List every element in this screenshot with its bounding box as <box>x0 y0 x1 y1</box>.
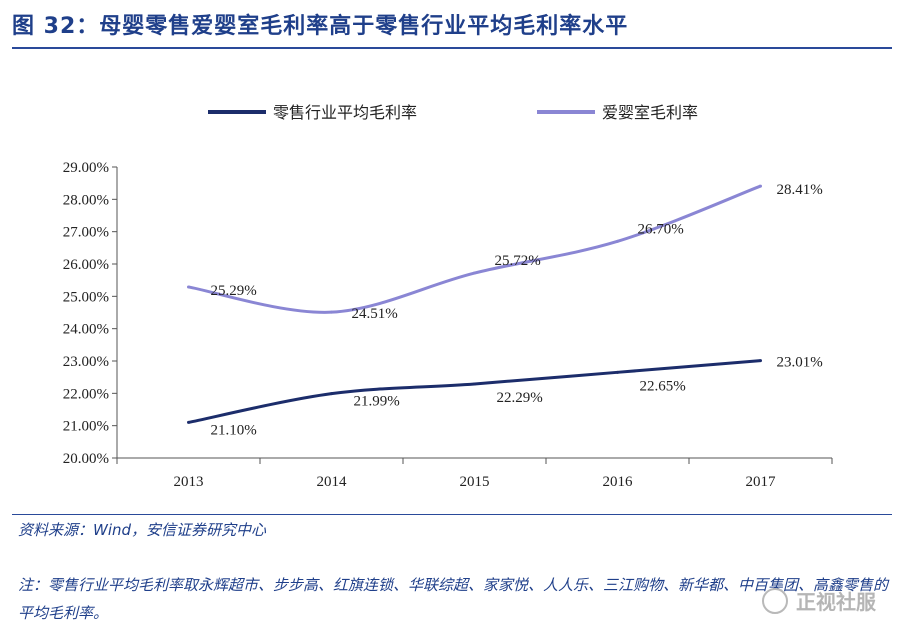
data-label: 23.01% <box>777 355 823 371</box>
data-label: 24.51% <box>352 306 398 322</box>
series-2-point <box>616 239 619 243</box>
source-text: 资料来源：Wind，安信证券研究中心 <box>18 521 267 539</box>
series-1-point <box>473 382 476 386</box>
legend-label: 爱婴室毛利率 <box>602 103 698 122</box>
series-1-point <box>187 420 190 424</box>
watermark-text: 正视社服 <box>796 590 876 614</box>
series-2-point <box>759 184 762 188</box>
figure-title: 图 32：母婴零售爱婴室毛利率高于零售行业平均毛利率水平 <box>12 14 629 39</box>
x-tick-label: 2017 <box>746 474 777 490</box>
y-tick-label: 27.00% <box>63 225 109 241</box>
y-tick-label: 22.00% <box>63 386 109 402</box>
series-2-point <box>187 285 190 289</box>
y-tick-label: 21.00% <box>63 419 109 435</box>
series-1-point <box>330 392 333 396</box>
data-label: 22.29% <box>497 390 543 406</box>
x-tick-label: 2014 <box>317 474 348 490</box>
title-divider <box>12 47 892 49</box>
x-tick-label: 2016 <box>603 474 634 490</box>
data-label: 25.29% <box>211 283 257 299</box>
legend-label: 零售行业平均毛利率 <box>273 103 417 122</box>
series-line-2 <box>188 184 762 314</box>
series-2-point <box>330 310 333 314</box>
source-divider <box>12 514 892 515</box>
data-label: 22.65% <box>640 378 686 394</box>
y-tick-label: 24.00% <box>63 322 109 338</box>
wechat-icon <box>762 587 788 614</box>
data-label: 26.70% <box>638 221 684 237</box>
y-tick-label: 28.00% <box>63 192 109 208</box>
series-1-point <box>616 370 619 374</box>
data-label: 28.41% <box>777 182 823 198</box>
y-tick-label: 23.00% <box>63 354 109 370</box>
data-label: 21.10% <box>211 422 257 438</box>
series-1-point <box>759 359 762 363</box>
series-2-point <box>473 271 476 275</box>
x-tick-label: 2015 <box>460 474 490 490</box>
data-label: 25.72% <box>495 253 541 269</box>
line-chart: 20.00% 21.00% 22.00% 23.00% 24.00% 25.00% 26.0… <box>63 103 833 490</box>
y-tick-label: 29.00% <box>63 160 109 176</box>
y-tick-label: 26.00% <box>63 257 109 273</box>
y-tick-label: 20.00% <box>63 451 109 467</box>
note-text: 注：零售行业平均毛利率取永辉超市、步步高、红旗连锁、华联综超、家家悦、人人乐、三… <box>18 576 889 622</box>
y-tick-label: 25.00% <box>63 289 109 305</box>
x-tick-label: 2013 <box>174 474 204 490</box>
watermark: 正视社服 <box>762 586 876 615</box>
data-label: 21.99% <box>354 394 400 410</box>
